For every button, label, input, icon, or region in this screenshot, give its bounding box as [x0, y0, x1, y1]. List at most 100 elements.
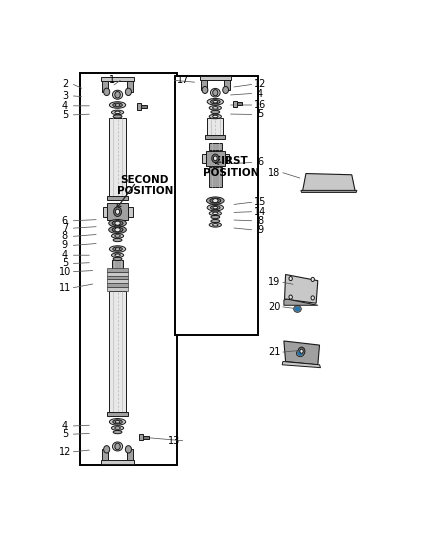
Ellipse shape	[294, 306, 301, 312]
Ellipse shape	[289, 277, 293, 281]
Text: 3: 3	[62, 91, 68, 101]
Ellipse shape	[207, 204, 223, 211]
Bar	[141, 105, 147, 108]
Ellipse shape	[298, 351, 302, 355]
Bar	[127, 80, 133, 92]
Text: FIRST
POSITION: FIRST POSITION	[203, 156, 259, 178]
Ellipse shape	[112, 221, 123, 225]
Ellipse shape	[113, 442, 123, 451]
Bar	[101, 460, 134, 464]
Ellipse shape	[115, 111, 120, 114]
Ellipse shape	[213, 101, 218, 103]
Bar	[107, 283, 128, 287]
Ellipse shape	[311, 277, 314, 281]
Polygon shape	[284, 299, 318, 305]
Ellipse shape	[297, 351, 303, 356]
Bar	[107, 276, 128, 279]
Bar	[175, 76, 258, 335]
Bar	[209, 143, 222, 150]
Ellipse shape	[111, 426, 124, 430]
Ellipse shape	[211, 110, 220, 114]
Text: 17: 17	[177, 75, 189, 85]
Ellipse shape	[113, 420, 122, 424]
Ellipse shape	[295, 307, 300, 311]
Text: 14: 14	[254, 207, 266, 217]
Bar	[80, 74, 177, 465]
Bar	[107, 287, 128, 290]
Ellipse shape	[211, 88, 220, 97]
Ellipse shape	[212, 224, 218, 226]
Ellipse shape	[113, 207, 121, 216]
Ellipse shape	[207, 99, 223, 105]
Bar	[127, 449, 133, 461]
Ellipse shape	[115, 228, 120, 232]
Ellipse shape	[115, 443, 120, 450]
Polygon shape	[301, 190, 357, 192]
Polygon shape	[284, 341, 320, 365]
Text: 1: 1	[109, 75, 115, 85]
Ellipse shape	[300, 349, 303, 353]
Ellipse shape	[115, 235, 120, 237]
Ellipse shape	[113, 115, 122, 118]
Bar	[137, 103, 141, 110]
Ellipse shape	[210, 198, 221, 203]
Polygon shape	[285, 274, 318, 303]
Bar	[237, 102, 242, 105]
Bar	[107, 279, 128, 283]
Text: 5: 5	[62, 429, 68, 439]
Ellipse shape	[311, 296, 314, 300]
Text: 9: 9	[257, 225, 263, 235]
Ellipse shape	[113, 257, 122, 261]
Ellipse shape	[125, 446, 131, 453]
Ellipse shape	[209, 223, 222, 227]
Text: 4: 4	[62, 250, 68, 260]
Text: 13: 13	[168, 435, 180, 446]
Text: SECOND
POSITION: SECOND POSITION	[117, 175, 173, 196]
Text: 8: 8	[257, 216, 263, 226]
Text: 21: 21	[268, 347, 281, 357]
Bar	[112, 260, 124, 269]
Ellipse shape	[109, 226, 127, 233]
Ellipse shape	[206, 197, 224, 204]
Bar	[109, 118, 127, 199]
Ellipse shape	[298, 347, 305, 356]
Bar	[128, 206, 133, 217]
Ellipse shape	[115, 209, 120, 214]
Text: 4: 4	[62, 421, 68, 431]
Polygon shape	[282, 361, 321, 368]
Bar	[201, 79, 207, 91]
Ellipse shape	[104, 446, 110, 453]
Bar	[107, 268, 128, 272]
Text: 10: 10	[59, 266, 71, 277]
Text: 9: 9	[62, 240, 68, 251]
Ellipse shape	[297, 350, 304, 357]
Text: 12: 12	[59, 447, 71, 457]
Bar	[207, 118, 223, 138]
Bar	[233, 101, 237, 107]
Ellipse shape	[213, 90, 218, 96]
Ellipse shape	[112, 227, 123, 232]
Ellipse shape	[115, 221, 120, 225]
Ellipse shape	[109, 220, 127, 227]
Ellipse shape	[115, 427, 120, 429]
Polygon shape	[303, 174, 355, 191]
Ellipse shape	[104, 88, 110, 95]
Bar	[107, 411, 128, 416]
Bar	[102, 80, 108, 92]
Bar	[107, 196, 128, 200]
Bar	[200, 76, 231, 80]
Ellipse shape	[111, 253, 124, 257]
Ellipse shape	[212, 154, 219, 163]
Bar	[107, 203, 128, 220]
Ellipse shape	[125, 88, 131, 95]
Ellipse shape	[113, 238, 122, 241]
Bar	[143, 436, 148, 439]
Bar	[102, 449, 108, 461]
Text: 12: 12	[254, 79, 266, 90]
Bar	[101, 77, 134, 81]
Bar	[107, 272, 128, 276]
Text: 5: 5	[62, 259, 68, 269]
Ellipse shape	[213, 206, 218, 209]
Ellipse shape	[211, 100, 220, 104]
Text: 6: 6	[257, 157, 263, 167]
